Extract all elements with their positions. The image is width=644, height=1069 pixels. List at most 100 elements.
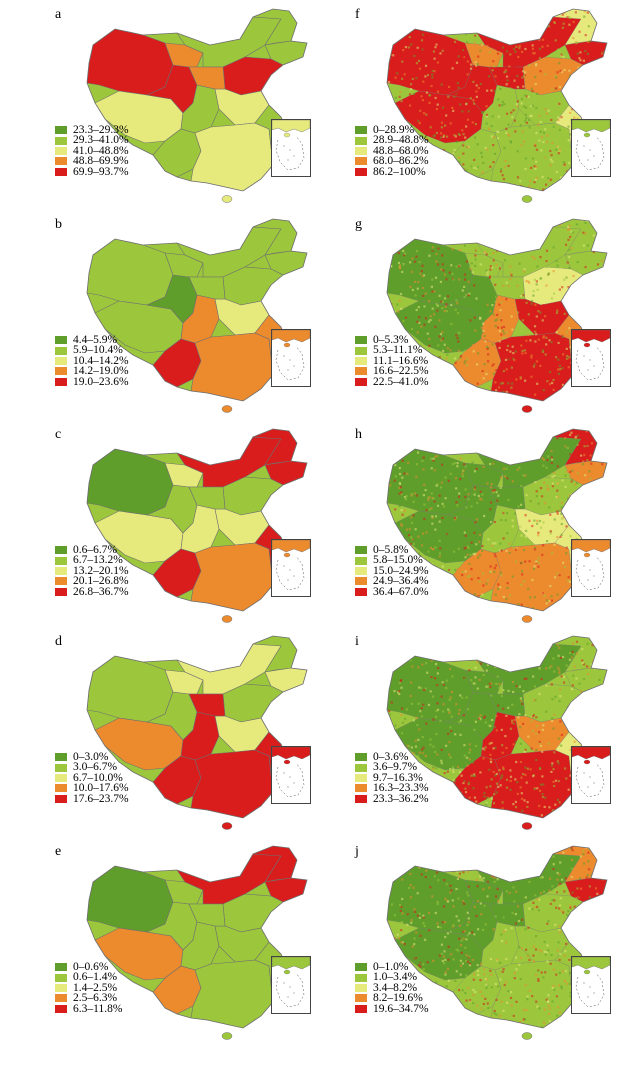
legend: 0–28.9% 28.9–48.8% 48.8–68.0% 68.0–86.2% 86.… [355,124,429,178]
panel-label: d [55,634,62,649]
legend-item: 29.3–41.0% [55,134,129,147]
legend-label: 19.0–23.6% [73,375,129,388]
panel-label: h [355,427,362,442]
region-north [222,476,284,516]
legend-swatch [55,126,67,135]
region-south [190,542,274,611]
legend-label: 68.0–86.2% [373,155,429,168]
legend-swatch [55,367,67,376]
south-china-sea-inset [271,119,311,177]
panel-label: j [355,844,359,859]
legend: 0–3.6% 3.6–9.7% 9.7–16.3% 16.3–23.3% 23.3–36… [355,751,429,805]
legend-item: 3.4–8.2% [355,982,429,994]
legend-item: 19.6–34.7% [355,1002,429,1015]
legend-item: 41.0–48.8% [55,145,129,157]
legend-item: 10.0–17.6% [55,782,129,794]
legend-swatch [355,377,367,386]
legend-item: 1.4–2.5% [55,981,122,994]
legend-item: 48.8–68.0% [355,144,429,157]
legend-item: 0–28.9% [355,124,429,136]
south-china-sea-inset [271,539,311,597]
legend-swatch [55,566,67,575]
legend-item: 26.8–36.7% [55,585,129,598]
legend-item: 10.4–14.2% [55,355,129,367]
legend-label: 16.6–22.5% [373,365,429,378]
legend-swatch [355,587,367,596]
legend-swatch [55,973,67,982]
legend-label: 26.8–36.7% [73,585,129,598]
legend-item: 69.9–93.7% [55,166,129,178]
legend-label: 0–5.3% [373,334,409,346]
legend-label: 17.6–23.7% [73,792,129,805]
legend-item: 0–3.0% [55,751,129,763]
legend-label: 0–1.0% [373,961,409,973]
legend-swatch [55,356,67,365]
legend-swatch [355,753,367,762]
legend-label: 1.4–2.5% [73,981,118,994]
legend-label: 36.4–67.0% [373,585,429,598]
legend-swatch [355,794,367,803]
legend: 4.4–5.9% 5.9–10.4% 10.4–14.2% 14.2–19.0% 19.… [55,334,129,388]
legend-item: 17.6–23.7% [55,792,129,805]
legend-item: 0–3.6% [355,751,429,763]
legend-swatch [355,577,367,586]
south-china-sea-inset [271,329,311,387]
legend-item: 22.5–41.0% [355,376,429,388]
legend-item: 11.1–16.6% [355,355,429,367]
legend-swatch [355,1004,367,1013]
legend-label: 23.3–29.3% [73,124,129,136]
legend-swatch [55,963,67,972]
legend-swatch [55,157,67,166]
legend-label: 28.9–48.8% [373,134,429,147]
legend-swatch [55,794,67,803]
legend-swatch [55,136,67,145]
panel-label: i [355,634,359,649]
legend-label: 5.3–11.1% [373,344,423,357]
legend-label: 48.8–69.9% [73,155,129,168]
legend-swatch [55,577,67,586]
panel-label: c [55,427,62,442]
south-china-sea-inset [571,119,611,177]
legend-label: 6.3–11.8% [73,1002,123,1015]
legend-item: 0–5.8% [355,544,429,556]
region-north [222,893,284,933]
legend-item: 4.4–5.9% [55,334,129,346]
legend-swatch [55,784,67,793]
legend-swatch [355,157,367,166]
legend-label: 8.2–19.6% [373,992,423,1005]
legend-swatch [55,546,67,555]
legend-label: 48.8–68.0% [373,144,429,157]
legend-swatch [355,784,367,793]
legend-label: 19.6–34.7% [373,1002,429,1015]
legend-label: 3.0–6.7% [73,761,118,774]
legend-item: 13.2–20.1% [55,565,129,577]
region-south [490,122,574,191]
region-ningxia [188,276,226,300]
legend-swatch [355,973,367,982]
map-panel-h: h 0–5.8% 5.8–15.0% 15.0–24.9% 24.9–36.4% 36.4… [345,425,644,625]
region-ningxia [488,903,526,927]
legend-label: 0–0.6% [73,961,109,973]
legend-swatch [355,963,367,972]
south-china-sea-inset [271,956,311,1014]
panel-label: f [355,7,360,22]
legend-item: 68.0–86.2% [355,155,429,168]
legend-item: 19.0–23.6% [55,375,129,388]
legend-swatch [355,763,367,772]
legend-label: 0–5.8% [373,544,409,556]
legend-item: 86.2–100% [355,166,429,178]
legend-label: 4.4–5.9% [73,334,118,346]
legend: 0–0.6% 0.6–1.4% 1.4–2.5% 2.5–6.3% 6.3–11.8% [55,961,123,1015]
legend-swatch [55,146,67,155]
region-ningxia [188,693,226,717]
legend-item: 0–5.3% [355,334,429,346]
south-china-sea-inset [571,956,611,1014]
region-ningxia [488,486,526,510]
china-map-g [386,218,608,413]
legend-label: 29.3–41.0% [73,134,129,147]
china-map-f [386,8,608,203]
legend-label: 0.6–6.7% [73,544,118,556]
legend-item: 3.0–6.7% [55,761,129,774]
legend-label: 5.9–10.4% [73,344,123,357]
legend-label: 6.7–13.2% [73,554,123,567]
